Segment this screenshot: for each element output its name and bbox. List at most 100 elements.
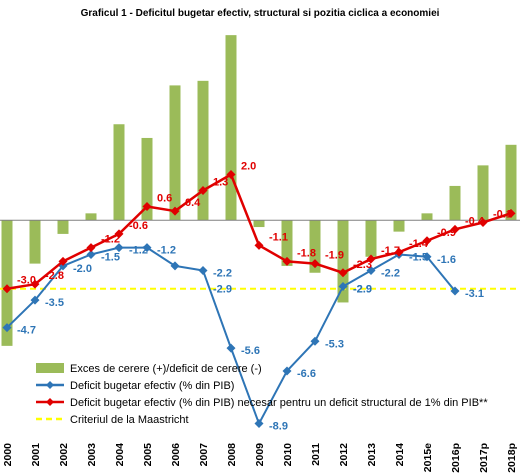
- blue-label-2012: -2.9: [353, 283, 372, 295]
- red-label-2017p: -0.1: [493, 208, 512, 220]
- x-tick-2015e: 2015e: [422, 443, 434, 472]
- red-label-2014: -1.4: [409, 238, 429, 250]
- x-tick-2017p: 2017p: [478, 443, 490, 473]
- x-axis-ticks: 2000 2001 2002 2003 2004 2005 2006 2007 2008 2009…: [2, 443, 518, 473]
- blue-point-2000: [2, 323, 12, 333]
- red-point-2013: [366, 254, 376, 264]
- blue-point-2010: [282, 366, 292, 376]
- bars-layer: [1, 35, 517, 346]
- red-point-2002: [58, 256, 68, 266]
- blue-label-2011: -5.3: [325, 338, 344, 350]
- x-tick-2014: 2014: [394, 443, 406, 467]
- red-label-2001: -2.8: [45, 270, 64, 282]
- blue-label-2005: -1.2: [157, 245, 176, 257]
- bar-2014: [393, 220, 405, 232]
- blue-label-2007: -2.2: [213, 267, 232, 279]
- bar-2013: [365, 220, 377, 257]
- blue-label-2015e: -1.6: [437, 254, 456, 266]
- red-label-2010: -1.8: [297, 247, 316, 259]
- blue-label-2009: -8.9: [269, 421, 288, 433]
- x-tick-2007: 2007: [198, 443, 210, 467]
- red-point-2000: [2, 284, 12, 294]
- bar-2016p: [449, 185, 461, 221]
- x-tick-2008: 2008: [226, 443, 238, 467]
- chart-title: Graficul 1 - Deficitul bugetar efectiv, …: [81, 8, 440, 19]
- red-label-2016p: -0.4: [465, 215, 485, 227]
- red-label-2000: -3.0: [17, 275, 36, 287]
- blue-point-2006: [170, 261, 180, 271]
- blue-point-2015e: [422, 252, 432, 262]
- x-tick-2009: 2009: [254, 443, 266, 467]
- blue-point-2009: [254, 419, 264, 429]
- blue-point-2001: [30, 295, 40, 305]
- red-point-2012: [338, 268, 348, 278]
- red-label-2003: -1.2: [101, 234, 120, 246]
- legend-swatch-bars: [36, 363, 64, 373]
- red-point-2011: [310, 259, 320, 269]
- legend-entry-0: Exces de cerere (+)/deficit de cerere (-…: [70, 363, 262, 375]
- red-point-2009: [254, 240, 264, 250]
- red-point-2016p: [450, 224, 460, 234]
- red-label-2007: 1.3: [213, 177, 228, 189]
- x-tick-2011: 2011: [310, 443, 322, 466]
- blue-label-2014: -1.5: [409, 251, 428, 263]
- blue-point-2016p: [450, 286, 460, 296]
- bar-2006: [169, 85, 181, 221]
- blue-label-2010: -6.6: [297, 368, 316, 380]
- legend-marker-1: [46, 381, 54, 389]
- red-label-2009: -1.1: [269, 231, 288, 243]
- blue-label-2013: -2.2: [381, 267, 400, 279]
- red-point-2017p: [478, 217, 488, 227]
- blue-point-2003: [86, 249, 96, 259]
- bar-2002: [57, 220, 69, 234]
- x-tick-2010: 2010: [282, 443, 294, 467]
- x-tick-2004: 2004: [114, 443, 126, 467]
- legend-entry-1: Deficit bugetar efectiv (% din PIB): [70, 380, 234, 392]
- blue-label-2003: -1.5: [101, 251, 120, 263]
- bar-2004: [113, 124, 125, 221]
- blue-label-2008: -5.6: [241, 345, 260, 357]
- red-label-2004: -0.6: [129, 220, 148, 232]
- bar-2005: [141, 137, 153, 221]
- x-tick-2005: 2005: [142, 443, 154, 467]
- bar-2001: [29, 220, 41, 264]
- x-tick-2002: 2002: [58, 443, 70, 467]
- blue-label-2004: -1.2: [129, 245, 148, 257]
- x-tick-2001: 2001: [30, 443, 42, 467]
- red-label-2015e: -0.9: [437, 227, 456, 239]
- red-point-2001: [30, 279, 40, 289]
- bar-2015e: [421, 213, 433, 221]
- legend-marker-2: [46, 398, 54, 406]
- legend-entry-2: Deficit bugetar efectiv (% din PIB) nece…: [70, 397, 488, 409]
- x-tick-2016p: 2016p: [450, 443, 462, 473]
- blue-label-2016p: -3.1: [465, 288, 484, 300]
- blue-label-2002: -2.0: [73, 263, 92, 275]
- bar-2018p: [505, 144, 517, 221]
- red-point-2014: [394, 247, 404, 257]
- red-point-2006: [170, 206, 180, 216]
- blue-label-2001: -3.5: [45, 297, 64, 309]
- red-point-2018p: [506, 208, 516, 218]
- x-tick-2013: 2013: [366, 443, 378, 467]
- bar-2012: [337, 220, 349, 303]
- blue-label-2000: -4.7: [17, 325, 36, 337]
- red-point-2004: [114, 229, 124, 239]
- maastricht-label-2007: -2.9: [213, 284, 232, 296]
- x-tick-2000: 2000: [2, 443, 14, 467]
- legend: Exces de cerere (+)/deficit de cerere (-…: [36, 363, 488, 426]
- red-label-2006: 0.4: [185, 197, 201, 209]
- red-point-2008: [226, 170, 236, 180]
- blue-point-2012: [338, 281, 348, 291]
- red-label-2008: 2.0: [241, 161, 256, 173]
- bar-2017p: [477, 165, 489, 221]
- bar-2011: [309, 220, 321, 273]
- x-tick-2012: 2012: [338, 443, 350, 467]
- red-point-2003: [86, 243, 96, 253]
- red-point-2005: [142, 201, 152, 211]
- x-tick-2003: 2003: [86, 443, 98, 467]
- red-label-2011: -1.9: [325, 250, 344, 262]
- lines-layer: [0, 170, 520, 429]
- red-label-2013: -1.7: [381, 245, 400, 257]
- blue-point-2004: [114, 243, 124, 253]
